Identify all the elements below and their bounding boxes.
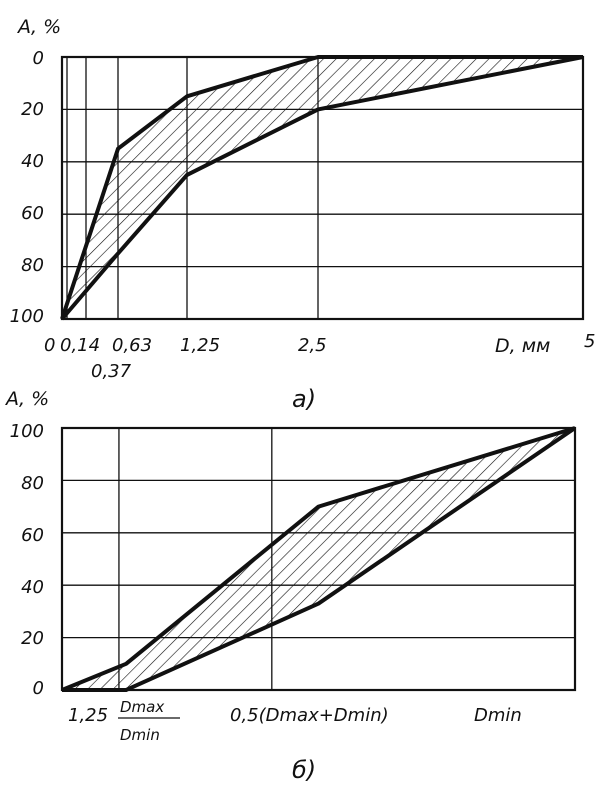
chart-a-x-tick: 1,25	[180, 335, 220, 356]
chart-a-frame	[60, 55, 585, 321]
chart-b-y-tick: 20	[21, 628, 44, 649]
chart-a-hatched-region	[62, 57, 583, 319]
chart-a-x-tick: 5	[584, 331, 595, 352]
chart-b-x-tick: 0,5(Dmax+Dmin)	[230, 705, 389, 726]
chart-b-panel-label: б)	[292, 756, 316, 784]
chart-a-y-tick: 100	[10, 306, 44, 327]
chart-a-x-axis-label: D, мм	[495, 335, 550, 357]
chart-b-x-tick-frac-bottom: Dmin	[120, 726, 160, 744]
chart-b-frame	[60, 426, 577, 692]
chart-b-y-tick: 60	[21, 525, 44, 546]
chart-b-y-tick: 100	[10, 421, 44, 442]
chart-b-x-tick: Dmin	[474, 705, 522, 726]
chart-a-hatched-band	[62, 57, 583, 319]
chart-a-y-axis-label: А, %	[16, 16, 61, 38]
chart-a-x-tick: 0,63	[112, 335, 152, 356]
chart-b-y-tick: 80	[21, 473, 44, 494]
chart-b-hatched-region	[62, 428, 575, 690]
chart-b-hatched-band	[62, 428, 575, 690]
chart-a: А, % 0 20 40 60 80 100 0 0,14 0,63 1,25 …	[10, 16, 596, 413]
chart-b-x-tick-main: 1,25	[68, 705, 108, 726]
chart-a-lower-curve	[60, 55, 584, 321]
chart-b-x-tick-frac-top: Dmax	[120, 698, 164, 716]
chart-b: А, % 100 80 60 40 20 0 1,25 Dmax Dmin 0,…	[4, 388, 577, 784]
chart-b-y-tick: 0	[33, 678, 44, 699]
chart-a-x-tick: 0	[44, 335, 55, 356]
chart-b-upper-curve	[61, 426, 576, 692]
chart-a-y-tick: 60	[21, 203, 44, 224]
chart-b-y-tick: 40	[21, 577, 44, 598]
chart-a-y-tick: 0	[33, 48, 44, 69]
chart-a-x-tick: 2,5	[298, 335, 327, 356]
chart-a-x-tick: 0,14	[60, 335, 100, 356]
chart-a-y-tick: 80	[21, 255, 44, 276]
chart-a-x-tick: 0,37	[91, 361, 132, 382]
chart-b-y-axis-label: А, %	[4, 388, 49, 410]
chart-a-panel-label: а)	[292, 385, 316, 413]
chart-a-y-tick: 20	[21, 99, 44, 120]
chart-a-y-tick: 40	[21, 151, 44, 172]
